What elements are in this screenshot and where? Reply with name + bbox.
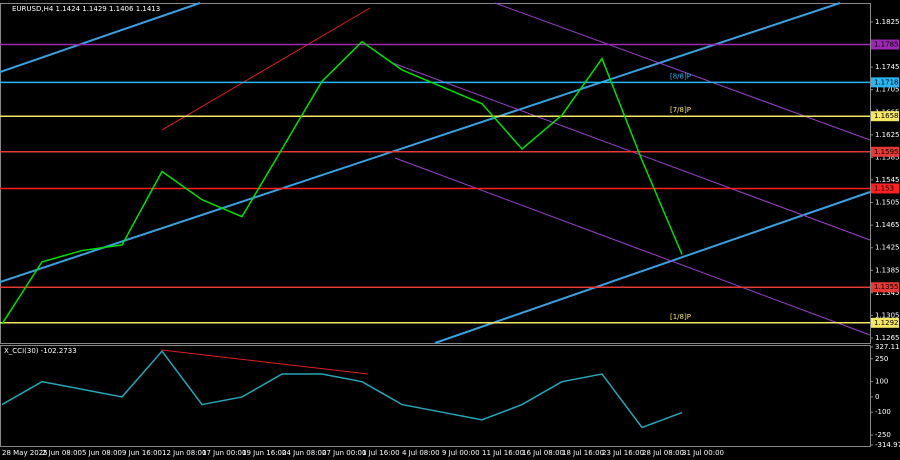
y-tick-label: 1.1345 <box>875 289 900 297</box>
x-tick-label: 5 Jun 08:00 <box>82 449 122 457</box>
y-tick-label: 1.1585 <box>875 153 900 161</box>
y-tick-label: 1.1265 <box>875 334 900 342</box>
channel-line <box>394 157 871 336</box>
y-tick-label: 1.1465 <box>875 221 900 229</box>
y-tick-label: -250 <box>875 431 891 439</box>
x-tick-label: 19 Jun 16:00 <box>242 449 286 457</box>
level-badge <box>871 282 899 293</box>
trend-line <box>0 2 201 73</box>
cci-header: X_CCI(30) -102.2733 <box>4 347 77 355</box>
x-tick-label: 23 Jul 16:00 <box>602 449 644 457</box>
x-tick-label: 9 Jul 00:00 <box>442 449 480 457</box>
level-label: [8/8]P <box>670 72 691 80</box>
trend-line <box>161 7 371 131</box>
level-badge <box>871 146 899 157</box>
x-tick-label: 9 Jun 16:00 <box>122 449 162 457</box>
channel-line <box>494 2 871 141</box>
trend-line <box>0 2 841 283</box>
y-tick-label: 250 <box>875 355 888 363</box>
x-tick-label: 28 Jul 08:00 <box>642 449 684 457</box>
y-tick-label: 100 <box>875 378 888 386</box>
x-tick-label: 1 Jul 16:00 <box>362 449 400 457</box>
level-value: 1.1785 <box>874 41 899 49</box>
y-tick-label: 1.1825 <box>875 18 900 26</box>
y-tick-label: 1.1625 <box>875 131 900 139</box>
y-tick-label: 1.1745 <box>875 63 900 71</box>
x-tick-label: 27 Jun 00:00 <box>322 449 366 457</box>
level-badge <box>871 39 899 50</box>
x-tick-label: 24 Jun 08:00 <box>282 449 326 457</box>
y-tick-label: 1.1505 <box>875 199 900 207</box>
level-value: 1.1718 <box>874 78 899 86</box>
level-badge <box>871 111 899 122</box>
level-badge <box>871 183 899 194</box>
y-tick-label: 1.1385 <box>875 266 900 274</box>
y-tick-label: -100 <box>875 408 891 416</box>
level-badge <box>871 317 899 328</box>
level-value: 1.1292 <box>874 319 899 327</box>
level-label: [1/8]P <box>670 313 691 321</box>
channel-line <box>389 61 871 241</box>
level-value: 1.1658 <box>874 112 899 120</box>
y-tick-label: 1.1705 <box>875 86 900 94</box>
x-tick-label: 18 Jul 16:00 <box>562 449 604 457</box>
x-tick-label: 17 Jun 00:00 <box>202 449 246 457</box>
y-tick-label: -314.975 <box>875 441 900 449</box>
x-tick-label: 2 Jun 08:00 <box>42 449 82 457</box>
y-tick-label: 327.116 <box>875 343 900 351</box>
x-tick-label: 4 Jul 08:00 <box>402 449 440 457</box>
price-line <box>1 349 683 429</box>
price-line <box>1 40 683 325</box>
level-value: 1.1355 <box>874 283 899 291</box>
trend-line <box>434 191 871 344</box>
x-tick-label: 12 Jun 08:00 <box>162 449 206 457</box>
cci-frame <box>0 345 871 447</box>
level-label: [7/8]P <box>670 106 691 114</box>
x-tick-label: 11 Jul 16:00 <box>482 449 524 457</box>
y-tick-label: 1.1305 <box>875 311 900 319</box>
x-tick-label: 31 Jul 00:00 <box>682 449 724 457</box>
level-value: 1.1595 <box>874 148 899 156</box>
y-tick-label: 1.1545 <box>875 176 900 184</box>
y-tick-label: 0 <box>875 393 879 401</box>
price-header: EURUSD,H4 1.1424 1.1429 1.1406 1.1413 <box>12 5 160 13</box>
divergence-line <box>161 349 369 375</box>
level-badge <box>871 77 899 88</box>
y-tick-label: 1.1425 <box>875 244 900 252</box>
x-tick-label: 28 May 2025 <box>2 449 48 457</box>
x-tick-label: 16 Jul 08:00 <box>522 449 564 457</box>
level-value: 1.153 <box>874 184 894 192</box>
